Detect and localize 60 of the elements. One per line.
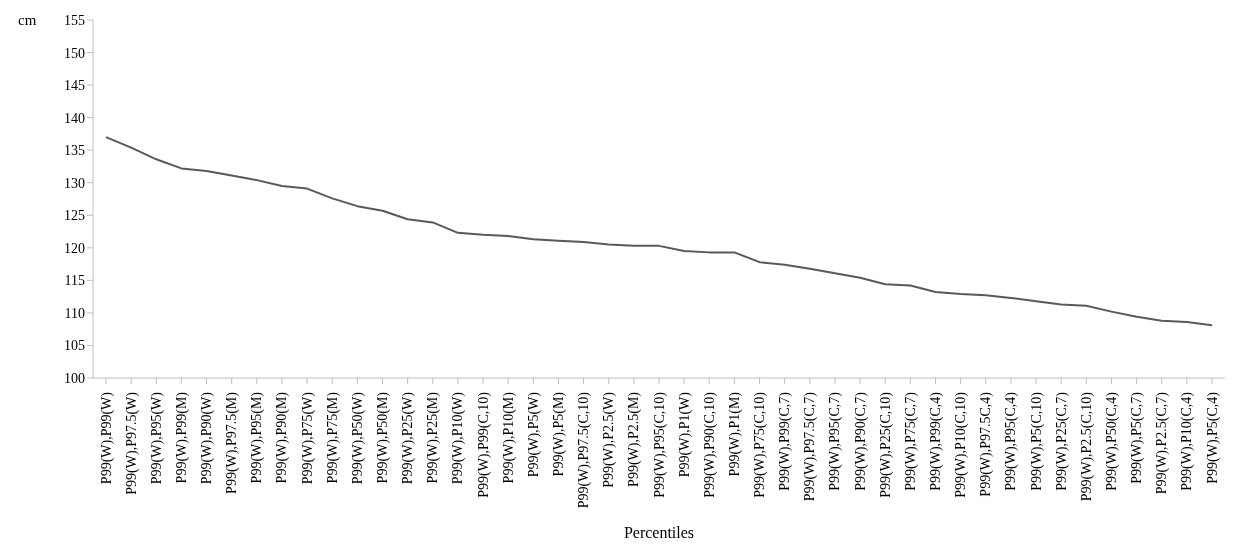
y-tick-label: 105 xyxy=(64,338,85,354)
x-tick-label: P99(W),P10(W) xyxy=(450,391,467,485)
x-tick-label: P99(W),P95(M) xyxy=(249,391,266,484)
x-tick-label: P99(W),P2.5(C,10) xyxy=(1078,391,1095,502)
x-tick-label: P99(W),P10(C,4) xyxy=(1179,391,1196,491)
y-tick-label: 140 xyxy=(64,110,85,126)
y-tick-label: 135 xyxy=(64,143,85,159)
x-tick-label: P99(W),P25(C,10) xyxy=(877,391,894,498)
line-series xyxy=(105,136,1213,327)
x-tick-label: P99(W),P99(M) xyxy=(173,391,190,484)
x-tick-label: P99(W),P99(C,4) xyxy=(928,391,944,491)
x-tick-label: P99(W),P10(C,10) xyxy=(953,391,970,498)
x-tick-label: P99(W),P97.5(C,10) xyxy=(576,391,593,509)
y-tick-label: 120 xyxy=(64,240,85,256)
x-tick-label: P99(W),P90(M) xyxy=(274,391,291,484)
x-tick-label: P99(W),P5(M) xyxy=(550,391,567,477)
x-tick-label: P99(W),P95(W) xyxy=(148,391,165,485)
y-tick-label: 155 xyxy=(64,12,85,28)
x-tick-label: P99(W),P99(C,7) xyxy=(777,391,794,491)
x-tick-label: P99(W),P95(C,7) xyxy=(827,391,844,491)
x-tick-label: P99(W),P75(C,7) xyxy=(902,391,919,491)
x-tick-label: P99(W),P50(W) xyxy=(349,391,366,485)
x-tick-label: P99(W),P2.5(C,7) xyxy=(1154,391,1171,495)
x-tick-label: P99(W),P25(M) xyxy=(425,391,442,484)
y-tick-label: 150 xyxy=(64,45,85,61)
x-tick-label: P99(W),P99(C,10) xyxy=(475,391,492,498)
x-tick-label: P99(W),P90(C,10) xyxy=(701,391,718,498)
x-tick-label: P99(W),P75(M) xyxy=(324,391,341,484)
x-tick-label: P99(W),P2.5(W) xyxy=(601,391,618,488)
x-tick-label: P99(W),P2.5(M) xyxy=(626,391,643,487)
x-tick-label: P99(W),P25(C,7) xyxy=(1053,391,1070,491)
x-tick-label: P99(W),P25(W) xyxy=(400,391,417,485)
x-tick-label: P99(W),P95(C,4) xyxy=(1003,391,1020,491)
x-tick-label: P99(W),P50(M) xyxy=(375,391,391,484)
x-tick-label: P99(W),P90(W) xyxy=(199,391,216,485)
x-tick-label: P99(W),P5(C,10) xyxy=(1028,391,1045,491)
x-tick-label: P99(W),P75(C,10) xyxy=(752,391,769,498)
y-axis-title: cm xyxy=(18,11,37,28)
x-tick-label: P99(W),P10(M) xyxy=(500,391,517,484)
y-tick-label: 125 xyxy=(64,208,85,224)
x-tick-label: P99(W),P97.5C,4) xyxy=(978,391,995,497)
y-tick-label: 130 xyxy=(64,175,85,191)
x-tick-label: P99(W),P5(W) xyxy=(525,391,542,478)
x-tick-label: P99(W),P97.5(M) xyxy=(224,391,241,494)
x-tick-label: P99(W),P75(W) xyxy=(299,391,316,485)
x-tick-label: P99(W),P99(W) xyxy=(98,391,115,485)
x-tick-label: P99(W),P97.5(W) xyxy=(123,391,140,495)
x-axis-title: Percentiles xyxy=(623,524,695,541)
x-tick-label: P99(W),P97.5(C,7) xyxy=(802,391,819,502)
x-tick-label: P99(W),P50(C,4) xyxy=(1103,391,1120,491)
x-tick-label: P99(W),P95(C,10) xyxy=(651,391,668,498)
x-tick-label: P99(W),P1(M) xyxy=(726,391,743,477)
y-tick-label: 145 xyxy=(64,78,85,94)
x-tick-label: P99(W),P1(W) xyxy=(676,391,693,478)
x-tick-label: P99(W),P5(C,4) xyxy=(1204,391,1221,484)
x-tick-label: P99(W),P90(C,7) xyxy=(852,391,869,491)
y-tick-label: 115 xyxy=(64,273,85,289)
x-tick-label: P99(W),P5(C,7) xyxy=(1129,391,1146,484)
y-tick-label: 110 xyxy=(64,305,85,321)
y-tick-label: 100 xyxy=(64,370,85,386)
